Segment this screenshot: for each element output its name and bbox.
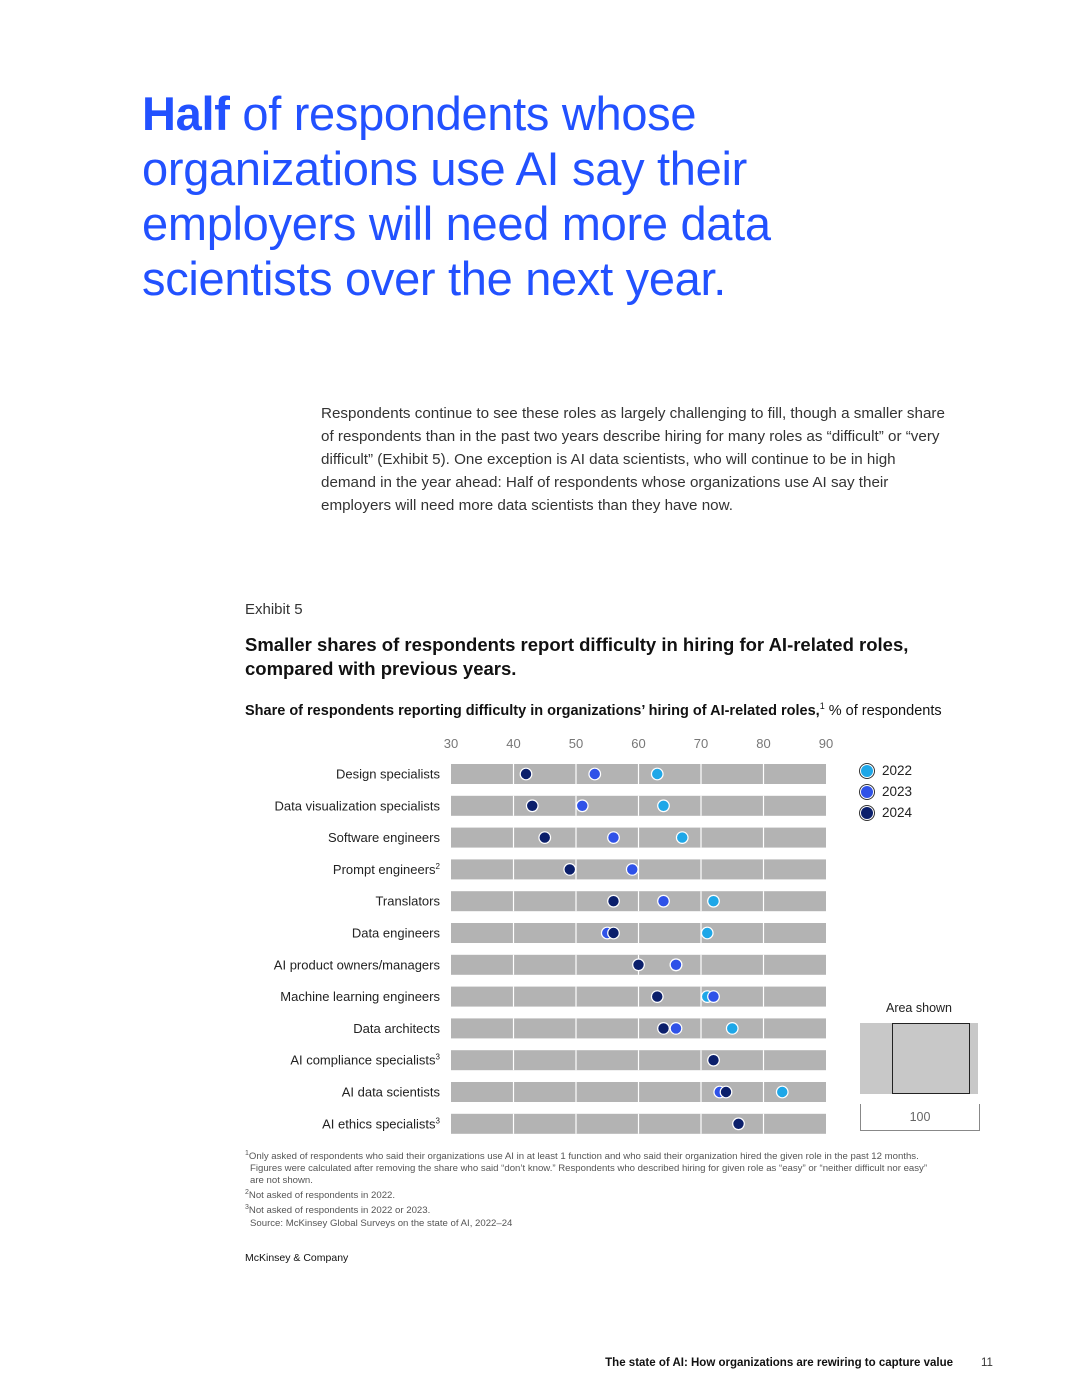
brand-name: McKinsey & Company — [245, 1252, 349, 1264]
x-tick-label-60: 60 — [631, 736, 645, 751]
chart-legend: 2022 2023 2024 — [860, 760, 912, 823]
x-tick-label-70: 70 — [694, 736, 708, 751]
dot-2023-4 — [657, 894, 670, 908]
dot-2024-0 — [519, 767, 533, 781]
running-title: The state of AI: How organizations are r… — [605, 1357, 953, 1369]
dot-2024-6 — [632, 958, 645, 972]
x-tick-label-40: 40 — [506, 736, 520, 751]
category-label-sup-3: 2 — [436, 862, 441, 871]
footnote-1-cont: Figures were calculated after removing t… — [250, 1163, 928, 1175]
area-shown-window — [892, 1023, 970, 1094]
footnote-1-line1: Only asked of respondents who said their… — [248, 1151, 919, 1163]
dot-2024-9 — [707, 1053, 720, 1067]
legend-label-2022: 2022 — [882, 763, 913, 778]
footnote-2: 2Not asked of respondents in 2022. — [245, 1187, 1005, 1202]
dot-2022-10 — [775, 1085, 789, 1099]
dot-2024-5 — [607, 926, 620, 940]
headline: Half of respondents whose organizations … — [142, 86, 802, 306]
category-label-10: AI data scientists — [342, 1085, 441, 1100]
footnote-1-mark: 1 — [245, 1150, 249, 1157]
category-label-9: AI compliance specialists3 — [290, 1053, 440, 1068]
category-label-3: Prompt engineers2 — [333, 862, 441, 877]
legend-dot-2024 — [860, 805, 874, 820]
body-paragraph: Respondents continue to see these roles … — [321, 405, 945, 514]
headline-bold: Half — [142, 87, 230, 140]
area-shown-scale: 100 — [860, 1104, 980, 1131]
legend-label-2023: 2023 — [882, 784, 913, 799]
dot-2022-0 — [650, 767, 664, 781]
dot-2022-1 — [657, 799, 670, 813]
footnotes: 1Only asked of respondents who said thei… — [245, 1148, 1005, 1230]
page-number: 11 — [981, 1357, 993, 1369]
x-tick-label-30: 30 — [444, 736, 458, 751]
category-label-6: AI product owners/managers — [274, 957, 441, 972]
exhibit-label: Exhibit 5 — [245, 601, 303, 618]
category-label-7: Machine learning engineers — [280, 989, 440, 1004]
legend-item-2024: 2024 — [860, 802, 912, 823]
category-label-sup-9: 3 — [436, 1053, 441, 1062]
x-tick-label-50: 50 — [569, 736, 583, 751]
dot-2022-5 — [700, 926, 714, 940]
dot-2023-6 — [669, 958, 683, 972]
dot-2024-11 — [732, 1117, 745, 1131]
dot-2023-3 — [625, 863, 639, 876]
dot-2022-4 — [707, 894, 720, 908]
footnote-3-text: Not asked of respondents in 2022 or 2023… — [248, 1205, 431, 1217]
dot-2022-2 — [675, 831, 689, 844]
exhibit-title: Smaller shares of respondents report dif… — [245, 634, 909, 679]
dot-2024-4 — [607, 894, 620, 908]
headline-rest: of respondents whose organizations use A… — [142, 87, 771, 305]
dot-2024-1 — [525, 799, 539, 813]
category-label-5: Data engineers — [352, 926, 441, 941]
area-shown-label: Area shown — [885, 1001, 952, 1015]
category-label-1: Data visualization specialists — [275, 798, 441, 813]
chart-subtitle-bold: Share of respondents reporting difficult… — [245, 702, 820, 719]
footnote-1: 1Only asked of respondents who said thei… — [245, 1148, 1005, 1163]
footnote-2-mark: 2 — [245, 1189, 249, 1197]
category-label-2: Software engineers — [328, 830, 441, 845]
dot-2023-1 — [575, 799, 589, 813]
dot-2023-7 — [707, 990, 720, 1003]
dot-2024-3 — [563, 863, 577, 876]
legend-item-2023: 2023 — [860, 781, 912, 802]
legend-dot-2023 — [860, 784, 874, 799]
footnote-1-cont2: are not shown. — [250, 1175, 313, 1187]
area-shown-box — [860, 1023, 978, 1094]
footnote-3: 3Not asked of respondents in 2022 or 202… — [245, 1202, 1005, 1217]
x-tick-label-80: 80 — [756, 736, 770, 751]
footnote-2-text: Not asked of respondents in 2022. — [248, 1190, 396, 1202]
dot-2024-8 — [657, 1022, 670, 1035]
category-label-sup-11: 3 — [436, 1116, 441, 1125]
dot-2022-8 — [725, 1022, 739, 1035]
dot-2024-10 — [719, 1085, 733, 1099]
x-tick-label-90: 90 — [819, 736, 833, 751]
legend-label-2024: 2024 — [882, 805, 913, 820]
category-label-0: Design specialists — [336, 767, 441, 782]
dot-2024-2 — [538, 831, 552, 844]
category-label-8: Data architects — [353, 1021, 440, 1036]
chart-subtitle-unit: % of respondents — [824, 702, 942, 719]
legend-item-2022: 2022 — [860, 760, 912, 781]
dot-2023-8 — [669, 1022, 683, 1035]
category-label-11: AI ethics specialists3 — [322, 1116, 440, 1131]
legend-dot-2022 — [860, 763, 874, 778]
dot-2023-2 — [607, 831, 620, 844]
footnote-3-mark: 3 — [245, 1204, 249, 1212]
source-note: Source: McKinsey Global Surveys on the s… — [250, 1217, 513, 1229]
chart-subtitle-sup: 1 — [819, 701, 825, 711]
dot-2024-7 — [650, 990, 664, 1003]
dot-2023-0 — [588, 767, 602, 781]
chart-subtitle: Share of respondents reporting difficult… — [245, 701, 942, 719]
category-label-4: Translators — [375, 894, 440, 909]
